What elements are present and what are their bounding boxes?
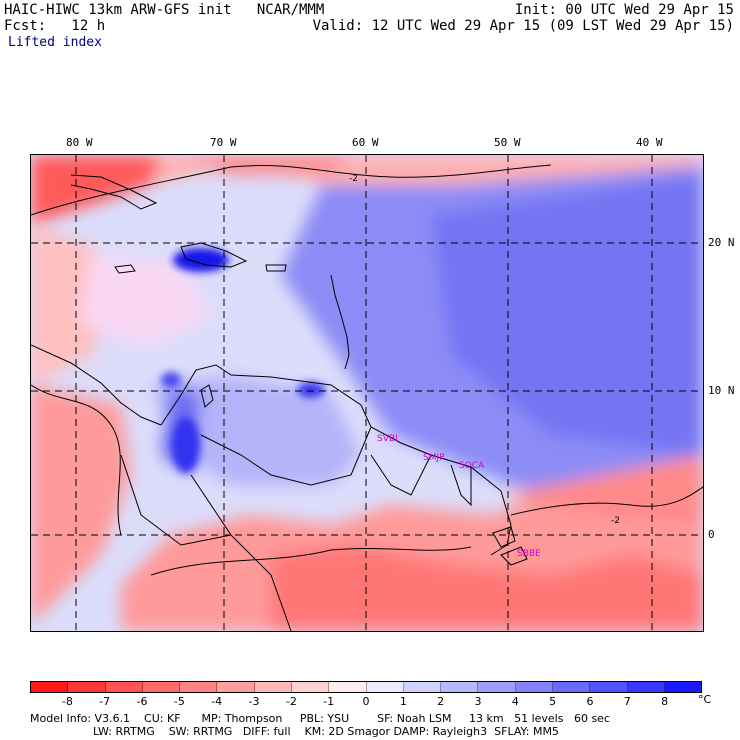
colorbar-tick-label: -5 [173,695,185,708]
colorbar [30,681,702,693]
colorbar-tick-label: 8 [661,695,669,708]
model-info-line1: Model Info: V3.6.1 CU: KF MP: Thompson P… [30,712,610,725]
colorbar-tick-label: -3 [248,695,260,708]
lon-label-50w: 50 W [494,136,521,149]
init-time: Init: 00 UTC Wed 29 Apr 15 [514,2,734,18]
colorbar-tick-label: -7 [99,695,111,708]
colorbar-cell [329,682,367,692]
colorbar-cell [552,682,591,692]
model-info-line2: LW: RRTMG SW: RRTMG DIFF: full KM: 2D Sm… [30,725,559,738]
lon-label-60w: 60 W [352,136,379,149]
contour-label: -2 [349,174,358,184]
colorbar-cell [627,682,665,692]
lat-label-20n: 20 N [708,236,735,249]
colorbar-cell [664,682,702,692]
model-title: HAIC-HIWC 13km ARW-GFS init NCAR/MMM [4,2,325,18]
colorbar-cell [441,682,479,692]
colorbar-cell [478,682,516,692]
colorbar-tick-label: 2 [437,695,445,708]
station-sbbe: SBBE [517,549,541,559]
colorbar-cell [254,682,292,692]
lat-label-10n: 10 N [708,384,735,397]
lifted-index-map: -2 -2 SVBI SMJP SOCA SBBE [30,154,704,632]
colorbar-cell [105,682,143,692]
forecast-hour: Fcst: 12 h [4,18,106,34]
colorbar-unit: °C [698,693,712,706]
station-smjp: SMJP [423,453,445,463]
colorbar-tick-label: -4 [211,695,223,708]
colorbar-cell [366,682,404,692]
colorbar-tick-label: 6 [586,695,594,708]
lat-label-0: 0 [708,528,715,541]
colorbar-cell [291,682,330,692]
colorbar-tick-label: 1 [399,695,407,708]
colorbar-tick-label: -1 [323,695,335,708]
lon-label-40w: 40 W [636,136,663,149]
colorbar-tick-label: 4 [511,695,519,708]
lon-label-70w: 70 W [210,136,237,149]
colorbar-tick-label: 7 [623,695,631,708]
colorbar-cell [217,682,255,692]
colorbar-cell [180,682,218,692]
lon-label-80w: 80 W [66,136,93,149]
colorbar-cell [590,682,628,692]
field-name: Lifted index [8,35,102,50]
colorbar-tick-label: -2 [285,695,297,708]
colorbar-cell [142,682,181,692]
colorbar-cell [403,682,442,692]
contour-label: -2 [611,516,620,526]
station-svbi: SVBI [377,434,398,444]
colorbar-cell [68,682,106,692]
colorbar-tick-label: 3 [474,695,482,708]
station-soca: SOCA [459,461,485,471]
colorbar-tick-label: -6 [136,695,148,708]
valid-time: Valid: 12 UTC Wed 29 Apr 15 (09 LST Wed … [312,18,734,34]
colorbar-cell [515,682,553,692]
colorbar-tick-label: 5 [549,695,557,708]
colorbar-tick-label: 0 [362,695,370,708]
coastlines [31,174,528,631]
colorbar-tick-label: -8 [61,695,73,708]
contours [31,164,703,576]
colorbar-cell [31,682,69,692]
